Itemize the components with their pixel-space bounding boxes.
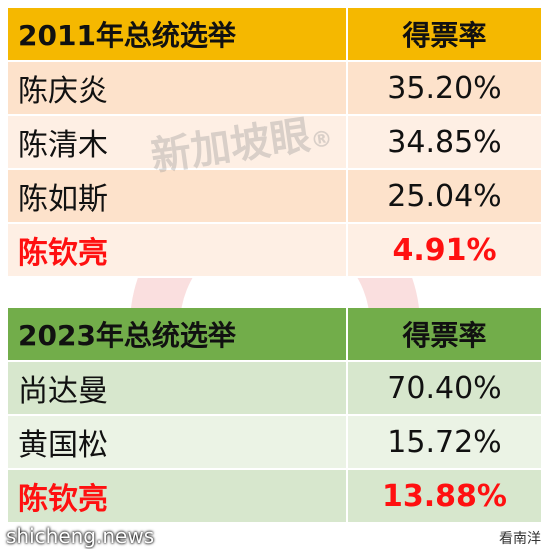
table-cell: 35.20%: [387, 70, 502, 106]
table-cell: 黄国松: [8, 416, 348, 468]
table-cell: 陈清木: [8, 116, 348, 168]
table-row: 黄国松 15.72%: [8, 416, 541, 470]
table-cell: 13.88%: [382, 478, 507, 514]
header-row: 2023年总统选举 得票率: [8, 308, 541, 362]
table-cell: 陈钦亮: [8, 224, 348, 276]
table-cell: 15.72%: [387, 424, 502, 460]
table-row: 陈钦亮 13.88%: [8, 470, 541, 524]
table-row: 尚达曼 70.40%: [8, 362, 541, 416]
table-cell: 陈如斯: [8, 170, 348, 222]
table-2023: 2023年总统选举 得票率尚达曼 70.40% 黄国松 15.72% 陈钦亮 13.88%: [8, 308, 541, 524]
table-cell: 陈钦亮: [8, 470, 348, 522]
table-cell: 25.04%: [387, 178, 502, 214]
table-2011: 2011年总统选举 得票率 陈庆炎 35.20% 陈清木 34.85% 陈如斯 25.04% 陈…: [8, 8, 541, 278]
header-cell: 2011年总统选举: [8, 8, 348, 60]
table-row: 陈钦亮 4.91%: [8, 224, 541, 278]
table-row: 陈清木 34.85%: [8, 116, 541, 170]
table-row: 陈如斯 25.04%: [8, 170, 541, 224]
watermark-mark: ®: [309, 126, 335, 155]
header-cell: 2023年总统选举: [8, 308, 348, 360]
header-cell: 得票率: [402, 319, 487, 352]
footer-right: 看南洋: [499, 531, 541, 547]
table-cell: 尚达曼: [8, 362, 348, 414]
table-cell: 70.40%: [387, 370, 502, 406]
table-cell: 34.85%: [387, 124, 502, 160]
footer-left: shicheng.news: [6, 524, 155, 548]
header-row: 2011年总统选举 得票率: [8, 8, 541, 62]
table-cell: 陈庆炎: [8, 62, 348, 114]
table-row: 陈庆炎 35.20%: [8, 62, 541, 116]
table-cell: 4.91%: [392, 232, 497, 268]
header-cell: 得票率: [402, 19, 487, 52]
